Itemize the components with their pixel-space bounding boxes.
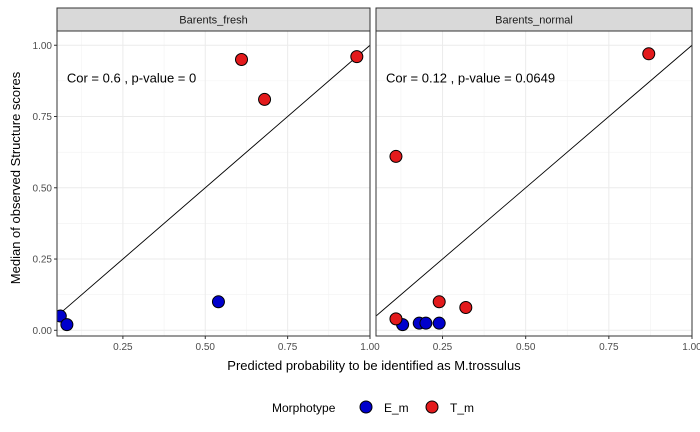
point-t-m [642,47,656,61]
point-e-m [419,316,433,330]
point-e-m [432,316,446,330]
x-tick-label: 0.25 [113,342,133,353]
x-tick-label: 0.75 [278,342,298,353]
point-t-m [389,149,403,163]
annotation-barents-fresh: Cor = 0.6 , p-value = 0 [67,70,196,85]
gridlines [57,31,370,336]
y-tick-label: 0.50 [33,183,53,194]
points-barents-fresh [57,50,364,332]
point-t-m [235,53,249,67]
legend-key-t-m [425,400,439,414]
x-axis-title: Predicted probability to be identified a… [227,358,521,373]
axis-layer: 0.25 0.50 0.75 1.00 0.00 0.25 0.50 0.75 1.00 0.25… [33,41,700,353]
legend-label-e-m: E_m [384,401,409,415]
legend: Morphotype E_m T_m [272,400,474,415]
panel-border [56,30,371,337]
point-t-m [258,92,272,106]
annotation-barents-normal: Cor = 0.12 , p-value = 0.0649 [386,70,555,85]
strip-label-barents-normal: Barents_normal [495,15,573,27]
x-tick-label: 1.00 [682,342,700,353]
legend-label-t-m: T_m [450,401,474,415]
x-tick-label: 1.00 [360,342,380,353]
y-tick-label: 0.25 [33,255,53,266]
reference-line-y-equals-x [376,44,692,317]
x-tick-label: 0.50 [196,342,216,353]
legend-title: Morphotype [272,401,336,415]
gridlines [376,31,692,336]
points-barents-normal [389,47,656,332]
point-t-m [389,312,403,326]
panel-barents-normal: Barents_normal Cor = 0.12 , p-value = 0.0… [375,7,693,337]
panel-border [375,30,693,337]
y-tick-label: 0.75 [33,112,53,123]
point-e-m [211,295,225,309]
x-tick-label: 0.50 [516,342,536,353]
y-axis-title: Median of observed Structure scores [8,71,23,284]
point-t-m [432,295,446,309]
x-tick-label: 0.75 [599,342,619,353]
plot-background [57,31,370,336]
plot-background [376,31,692,336]
y-tick-label: 1.00 [33,41,53,52]
y-tick-label: 0.00 [33,326,53,337]
point-e-m [60,318,74,332]
legend-key-e-m [359,400,373,414]
point-t-m [350,50,364,64]
panel-barents-fresh: Barents_fresh Cor = 0.6 , p-value = 0 [56,7,371,337]
point-t-m [459,300,473,314]
x-tick-label: 0.25 [433,342,453,353]
reference-line-y-equals-x [57,44,370,317]
strip-label-barents-fresh: Barents_fresh [179,15,247,27]
